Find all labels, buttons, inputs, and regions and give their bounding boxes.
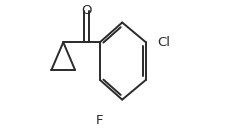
Text: F: F (96, 114, 103, 127)
Text: Cl: Cl (156, 36, 169, 49)
Text: O: O (81, 4, 91, 17)
